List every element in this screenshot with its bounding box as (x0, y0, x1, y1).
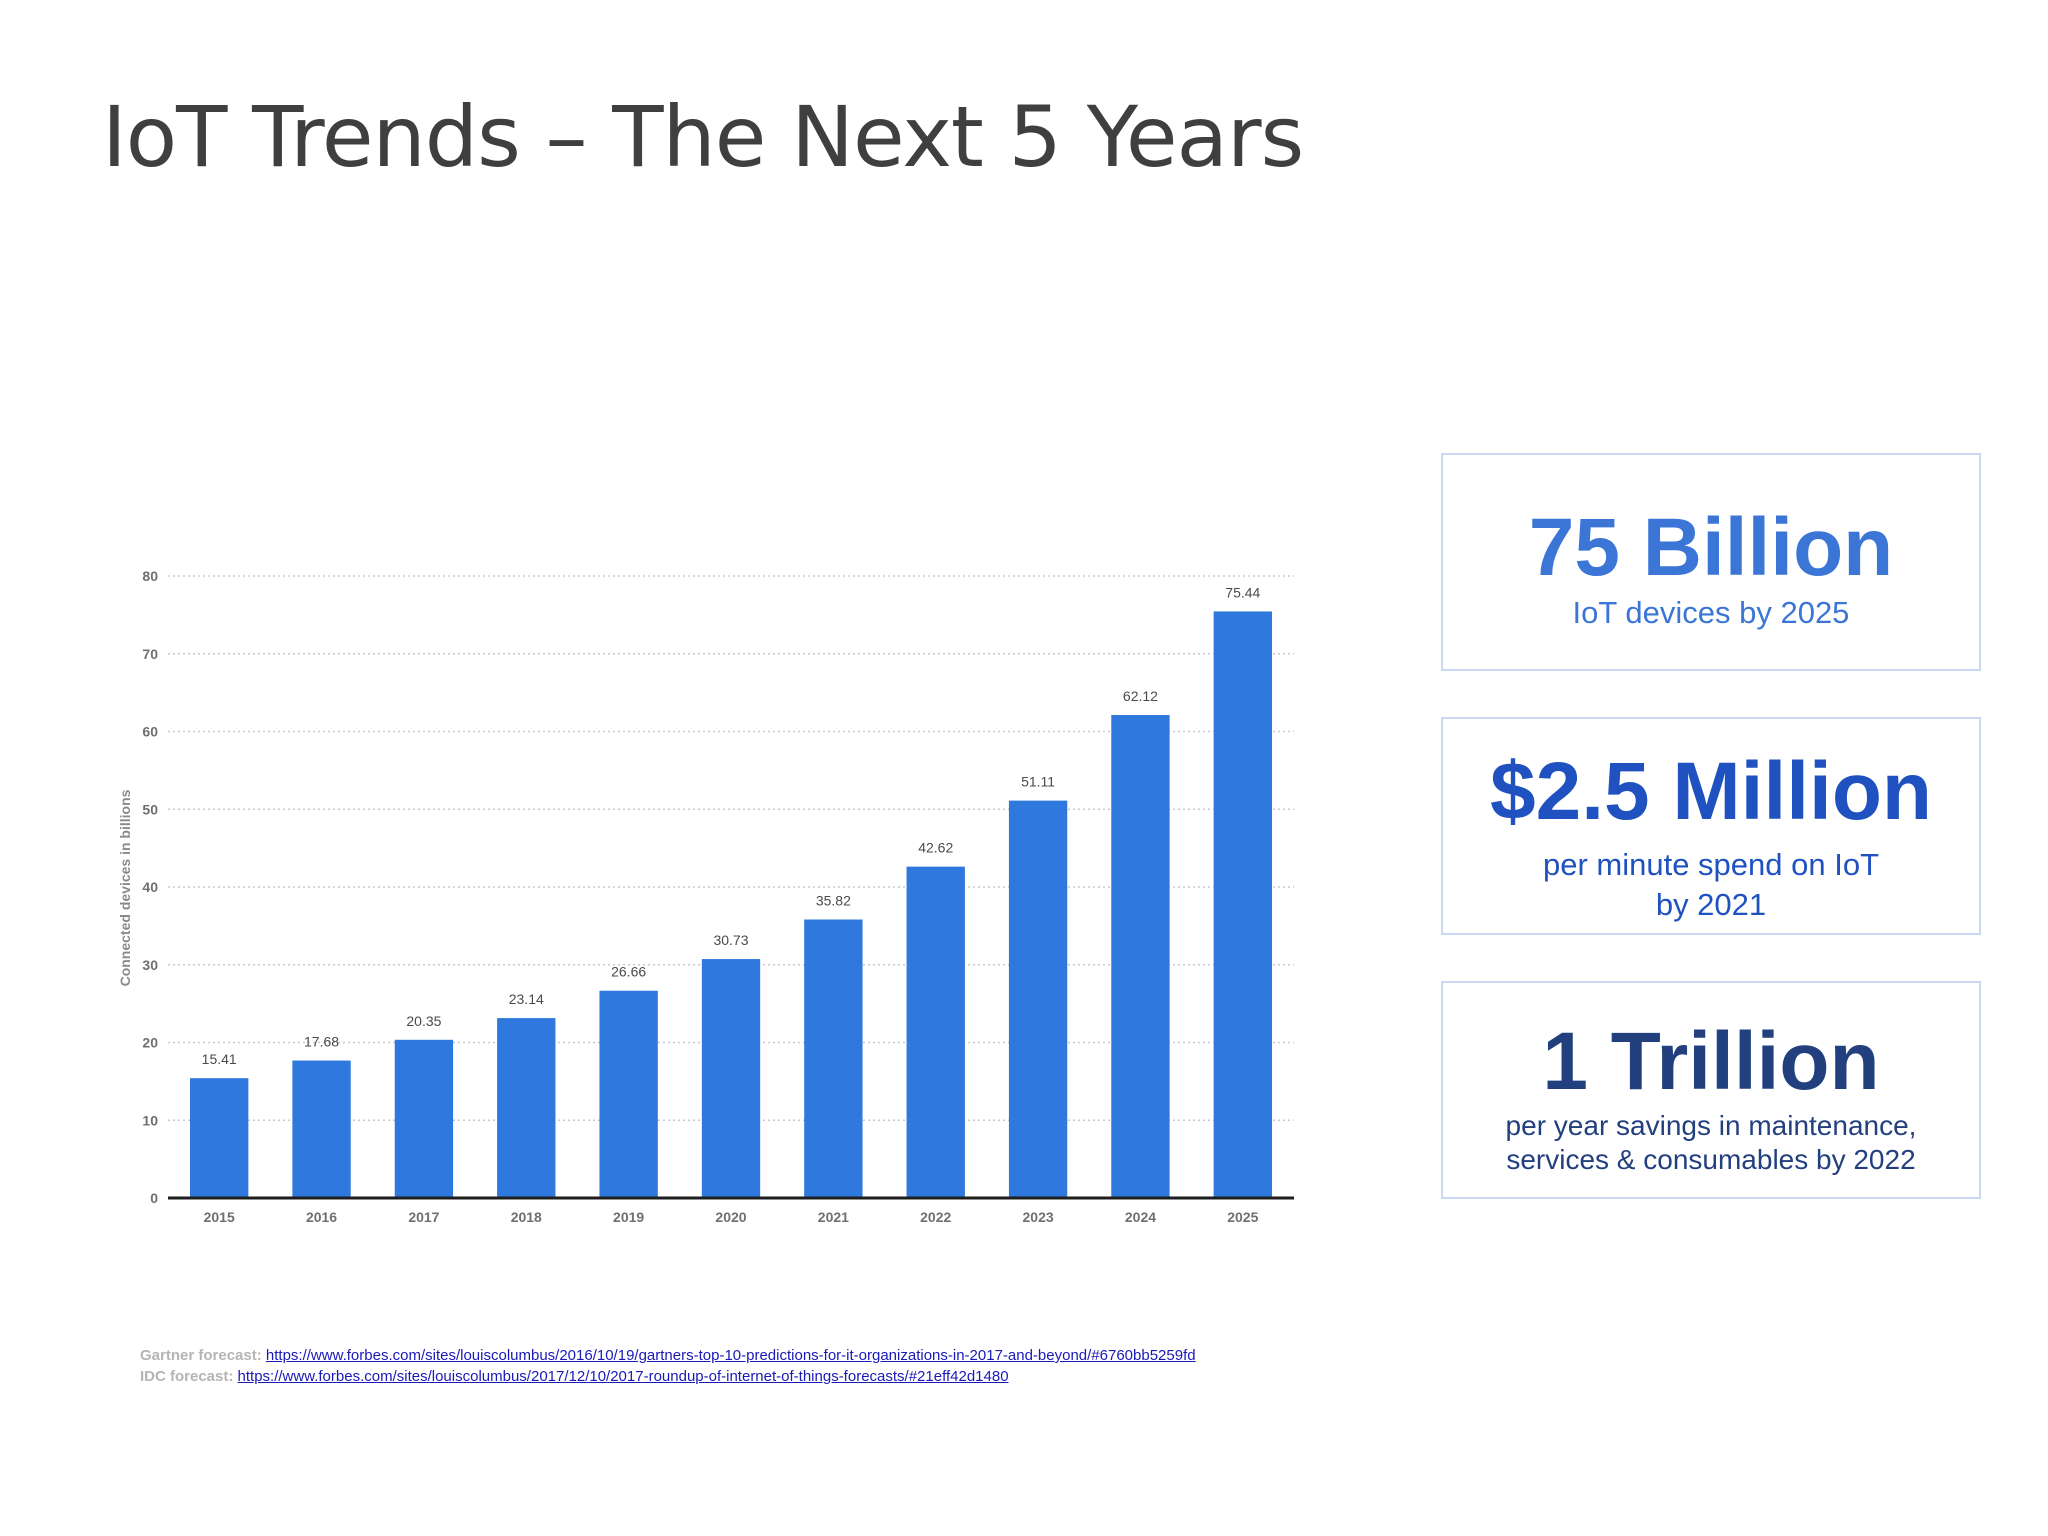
x-tick-label-2018: 2018 (511, 1209, 542, 1225)
value-label-2020: 30.73 (713, 932, 748, 948)
bar-2025 (1213, 611, 1272, 1198)
y-tick-label: 80 (142, 568, 158, 584)
bar-2017 (394, 1039, 454, 1198)
source-idc-link[interactable]: https://www.forbes.com/sites/louiscolumb… (237, 1368, 1009, 1385)
slide-title: IoT Trends – The Next 5 Years (102, 88, 1304, 186)
x-tick-label-2016: 2016 (306, 1209, 337, 1225)
sources-footnote: Gartner forecast: https://www.forbes.com… (140, 1345, 1196, 1387)
stat-devices-caption: IoT devices by 2025 (1572, 595, 1850, 630)
source-idc: IDC forecast: https://www.forbes.com/sit… (140, 1366, 1196, 1387)
stat-box-spend: $2.5 Million per minute spend on IoT by … (1441, 717, 1981, 935)
value-label-2025: 75.44 (1225, 584, 1260, 600)
x-tick-label-2015: 2015 (204, 1209, 235, 1225)
x-tick-label-2024: 2024 (1125, 1209, 1156, 1225)
value-label-2019: 26.66 (611, 964, 646, 980)
source-gartner-link[interactable]: https://www.forbes.com/sites/louiscolumb… (265, 1347, 1196, 1364)
y-tick-label: 50 (142, 801, 158, 817)
stat-savings-value: 1 Trillion (1542, 1016, 1880, 1107)
bar-2021 (804, 919, 863, 1198)
x-tick-label-2019: 2019 (613, 1209, 644, 1225)
x-tick-label-2017: 2017 (408, 1209, 439, 1225)
x-tick-label-2023: 2023 (1023, 1209, 1054, 1225)
value-label-2017: 20.35 (406, 1013, 441, 1029)
bar-2019 (599, 990, 658, 1198)
bar-2022 (906, 866, 965, 1198)
bar-2020 (701, 959, 761, 1198)
bar-2024 (1111, 715, 1170, 1198)
value-label-2015: 15.41 (202, 1051, 237, 1067)
stat-devices-value: 75 Billion (1528, 502, 1894, 593)
value-label-2024: 62.12 (1123, 688, 1158, 704)
source-gartner-label: Gartner forecast: (140, 1347, 262, 1364)
y-tick-label: 0 (150, 1190, 158, 1206)
value-label-2016: 17.68 (304, 1034, 339, 1050)
stat-box-devices: 75 Billion IoT devices by 2025 (1441, 453, 1981, 671)
stat-box-savings: 1 Trillion per year savings in maintenan… (1441, 981, 1981, 1199)
y-tick-label: 20 (142, 1035, 158, 1051)
source-gartner: Gartner forecast: https://www.forbes.com… (140, 1345, 1196, 1366)
value-label-2023: 51.11 (1021, 774, 1055, 790)
x-tick-label-2021: 2021 (818, 1209, 849, 1225)
y-axis-label: Connected devices in billions (117, 789, 133, 986)
bar-chart: Connected devices in billions 0 10 20 30 40 5… (117, 568, 1294, 1225)
value-label-2022: 42.62 (918, 840, 953, 856)
bar-2015 (190, 1078, 249, 1198)
bar-2016 (292, 1060, 351, 1198)
value-label-2021: 35.82 (816, 892, 851, 908)
y-tick-label: 60 (142, 724, 158, 740)
y-tick-label: 70 (142, 646, 158, 662)
y-tick-label: 40 (142, 879, 158, 895)
stat-savings-caption-line2: services & consumables by 2022 (1506, 1144, 1916, 1175)
stat-savings-caption-line1: per year savings in maintenance, (1505, 1110, 1917, 1141)
stat-spend-caption-line2: by 2021 (1655, 887, 1767, 922)
x-tick-label-2022: 2022 (920, 1209, 951, 1225)
y-tick-label: 30 (142, 957, 158, 973)
x-tick-label-2025: 2025 (1227, 1209, 1258, 1225)
y-tick-label: 10 (142, 1112, 158, 1128)
x-tick-label-2020: 2020 (715, 1209, 746, 1225)
source-idc-label: IDC forecast: (140, 1368, 234, 1385)
stat-spend-caption-line1: per minute spend on IoT (1542, 847, 1880, 882)
stat-spend-value: $2.5 Million (1490, 746, 1932, 837)
value-label-2018: 23.14 (509, 991, 544, 1007)
bar-2018 (497, 1018, 556, 1198)
bar-2023 (1008, 800, 1068, 1198)
